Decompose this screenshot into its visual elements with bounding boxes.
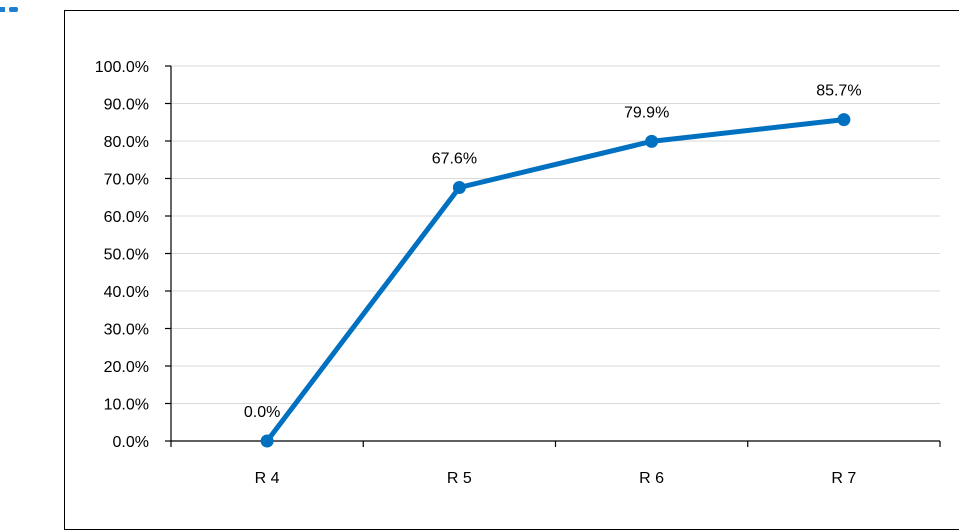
x-tick-label: R 4 [255,470,280,487]
series-layer [260,113,851,448]
y-tick-label: 30.0% [104,322,149,339]
x-tick-labels: R 4 R 5 R 6 R 7 [255,470,857,487]
y-tick-label: 70.0% [104,172,149,189]
gridlines [171,65,940,404]
x-tick-label: R 7 [831,470,856,487]
corner-mark-shape [0,7,18,12]
data-labels: 0.0% 67.6% 79.9% 85.7% [244,83,862,421]
y-tick-label: 100.0% [95,59,149,76]
x-tick-label: R 5 [447,470,472,487]
y-tick-label: 40.0% [104,284,149,301]
data-point [837,113,851,127]
y-tick-label: 80.0% [104,134,149,151]
line-chart: 0.0% 10.0% 20.0% 30.0% 40.0% 50.0% 60.0% 70.0% 8… [95,59,941,487]
y-tick-label: 50.0% [104,247,149,264]
corner-mark [0,0,20,12]
data-label: 85.7% [816,83,861,100]
data-point [260,434,274,448]
y-tick-label: 60.0% [104,209,149,226]
data-point [645,134,659,148]
y-tick-label: 20.0% [104,359,149,376]
data-label: 79.9% [624,104,669,121]
data-label: 67.6% [432,151,477,168]
series-line [264,117,847,444]
x-tick-label: R 6 [639,470,664,487]
data-label: 0.0% [244,404,280,421]
chart-frame [64,10,959,530]
y-tick-label: 10.0% [104,397,149,414]
y-tick-label: 0.0% [113,434,149,451]
y-tick-label: 90.0% [104,97,149,114]
data-point [452,181,466,194]
axes [165,65,941,447]
y-tick-labels: 0.0% 10.0% 20.0% 30.0% 40.0% 50.0% 60.0% 70.0% 8… [95,59,149,451]
